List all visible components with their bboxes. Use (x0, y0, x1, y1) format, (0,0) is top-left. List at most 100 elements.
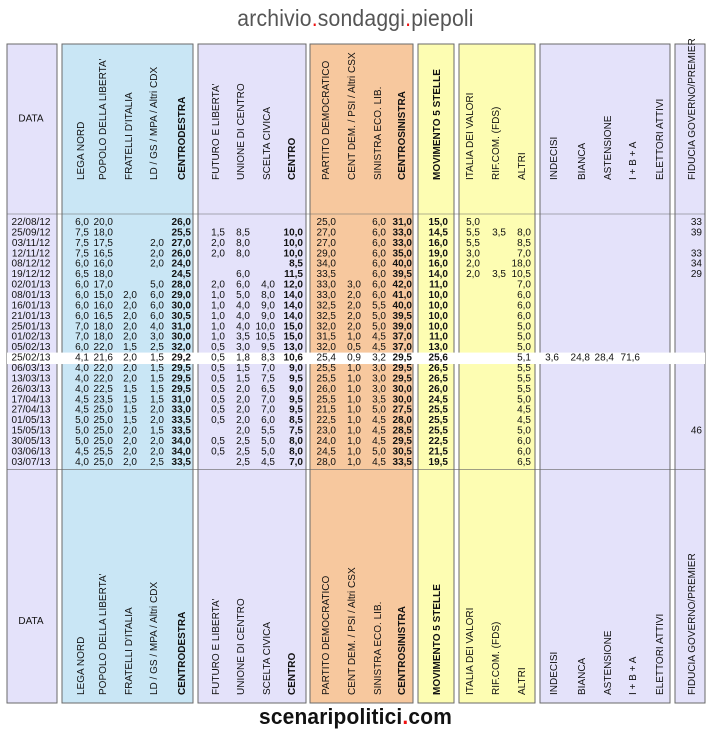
cell-r13-altri: 5,1 (517, 353, 531, 364)
cell-r11-partito-democratico: 31,5 (317, 332, 337, 343)
cell-r19-partito-democratico: 22,5 (317, 415, 337, 426)
cell-r21-partito-democratico: 24,0 (317, 436, 337, 447)
cell-r18-centrodestra: 33,0 (172, 405, 192, 416)
cell-r1-italia-dei-valori: 5,5 (466, 227, 480, 238)
cell-r8-centrosinistra: 40,0 (393, 300, 413, 311)
cell-r21-unione-di-centro: 2,5 (236, 436, 250, 447)
cell-r4-altri: 18,0 (512, 259, 532, 270)
cell-r9-centro: 14,0 (284, 311, 304, 322)
cell-r16-centro: 9,0 (289, 384, 303, 395)
cell-r15-futuro-e-liberta: 0,5 (211, 373, 225, 384)
cell-r14-ld-gs-mpa-altri-cdx: 1,5 (150, 363, 164, 374)
cell-r9-movimento-5-stelle: 10,0 (429, 311, 449, 322)
cell-r20-cent-dem-psi-altri-csx: 1,0 (347, 426, 361, 437)
cell-r8-centrodestra: 30,0 (172, 300, 192, 311)
cell-r15-centro: 9,5 (289, 373, 303, 384)
cell-r14-cent-dem-psi-altri-csx: 1,0 (347, 363, 361, 374)
cell-r11-popolo-della-liberta: 18,0 (94, 332, 114, 343)
cell-r23-fratelli-d-italia: 2,0 (123, 457, 137, 468)
cell-r2-italia-dei-valori: 5,5 (466, 238, 480, 249)
cell-r20-fiducia-governo-premier: 46 (691, 426, 703, 437)
header-label-ld-gs-mpa-altri-cdx: LD / GS / MPA / Altri CDX (149, 66, 160, 180)
title-dot-2: . (405, 5, 412, 31)
cell-r11-fratelli-d-italia: 2,0 (123, 332, 137, 343)
cell-r20-ld-gs-mpa-altri-cdx: 1,5 (150, 426, 164, 437)
cell-r7-ld-gs-mpa-altri-cdx: 6,0 (150, 290, 164, 301)
cell-r15-ld-gs-mpa-altri-cdx: 1,5 (150, 373, 164, 384)
cell-r5-sinistra-eco-lib: 6,0 (372, 269, 386, 280)
cell-r6-popolo-della-liberta: 17,0 (94, 280, 114, 291)
cell-r12-futuro-e-liberta: 0,5 (211, 342, 225, 353)
cell-r8-lega-nord: 6,0 (75, 300, 89, 311)
cell-r2-unione-di-centro: 8,0 (236, 238, 250, 249)
cell-r15-data: 13/03/13 (12, 373, 51, 384)
cell-r9-unione-di-centro: 4,0 (236, 311, 250, 322)
cell-r3-sinistra-eco-lib: 6,0 (372, 248, 386, 259)
cell-r8-centro: 14,0 (284, 300, 304, 311)
cell-r6-cent-dem-psi-altri-csx: 3,0 (347, 280, 361, 291)
footer-label-fratelli-d-italia: FRATELLI D'ITALIA (124, 607, 135, 695)
cell-r12-partito-democratico: 32,0 (317, 342, 337, 353)
cell-r7-altri: 6,0 (517, 290, 531, 301)
cell-r1-data: 25/09/12 (12, 227, 51, 238)
footer-label-lega-nord: LEGA NORD (76, 637, 87, 695)
footer-label-data: DATA (18, 616, 44, 627)
cell-r9-ld-gs-mpa-altri-cdx: 6,0 (150, 311, 164, 322)
cell-r1-lega-nord: 7,5 (75, 227, 89, 238)
footer-label-scelta-civica: SCELTA CIVICA (262, 622, 273, 695)
cell-r7-movimento-5-stelle: 10,0 (429, 290, 449, 301)
cell-r18-cent-dem-psi-altri-csx: 1,0 (347, 405, 361, 416)
cell-r16-fratelli-d-italia: 1,5 (123, 384, 137, 395)
footer-label-italia-dei-valori: ITALIA DEI VALORI (465, 608, 476, 695)
cell-r18-partito-democratico: 21,5 (317, 405, 337, 416)
cell-r19-centrodestra: 33,5 (172, 415, 192, 426)
cell-r23-ld-gs-mpa-altri-cdx: 2,5 (150, 457, 164, 468)
group-bg-fiducia (674, 43, 706, 704)
cell-r2-altri: 8,5 (517, 238, 531, 249)
cell-r22-lega-nord: 4,5 (75, 446, 89, 457)
cell-r10-scelta-civica: 10,0 (256, 321, 276, 332)
cell-r7-cent-dem-psi-altri-csx: 2,0 (347, 290, 361, 301)
cell-r14-centrodestra: 29,5 (172, 363, 192, 374)
cell-r1-altri: 8,0 (517, 227, 531, 238)
cell-r16-lega-nord: 4,0 (75, 384, 89, 395)
cell-r18-data: 27/04/13 (12, 405, 51, 416)
cell-r19-movimento-5-stelle: 25,5 (429, 415, 449, 426)
cell-r22-partito-democratico: 24,5 (317, 446, 337, 457)
cell-r6-sinistra-eco-lib: 6,0 (372, 280, 386, 291)
cell-r5-rif-com-fds: 3,5 (492, 269, 506, 280)
cell-r3-altri: 7,0 (517, 248, 531, 259)
cell-r16-futuro-e-liberta: 0,5 (211, 384, 225, 395)
cell-r3-lega-nord: 7,5 (75, 248, 89, 259)
cell-r22-centro: 8,0 (289, 446, 303, 457)
cell-r10-centrodestra: 31,0 (172, 321, 192, 332)
header-label-fiducia-governo-premier: FIDUCIA GOVERNO/PREMIER (687, 38, 698, 180)
cell-r16-popolo-della-liberta: 22,5 (94, 384, 114, 395)
cell-r9-fratelli-d-italia: 2,0 (123, 311, 137, 322)
cell-r23-popolo-della-liberta: 25,0 (94, 457, 114, 468)
cell-r18-centrosinistra: 27,5 (393, 405, 413, 416)
cell-r11-centro: 15,0 (284, 332, 304, 343)
cell-r15-unione-di-centro: 1,5 (236, 373, 250, 384)
cell-r5-lega-nord: 6,5 (75, 269, 89, 280)
cell-r14-centro: 9,0 (289, 363, 303, 374)
cell-r3-partito-democratico: 29,0 (317, 248, 337, 259)
footer-label-bianca: BIANCA (577, 657, 588, 695)
footer-label-fiducia-governo-premier: FIDUCIA GOVERNO/PREMIER (687, 553, 698, 695)
cell-r23-centrosinistra: 33,5 (393, 457, 413, 468)
cell-r10-sinistra-eco-lib: 5,0 (372, 321, 386, 332)
cell-r22-fratelli-d-italia: 2,0 (123, 446, 137, 457)
cell-r6-partito-democratico: 33,0 (317, 280, 337, 291)
cell-r19-fratelli-d-italia: 1,5 (123, 415, 137, 426)
cell-r9-cent-dem-psi-altri-csx: 2,0 (347, 311, 361, 322)
cell-r2-popolo-della-liberta: 17,5 (94, 238, 114, 249)
cell-r10-movimento-5-stelle: 10,0 (429, 321, 449, 332)
footer-label-unione-di-centro: UNIONE DI CENTRO (236, 598, 247, 695)
cell-r17-centrodestra: 31,0 (172, 394, 192, 405)
cell-r14-movimento-5-stelle: 26,5 (429, 363, 449, 374)
cell-r17-centrosinistra: 30,0 (393, 394, 413, 405)
cell-r15-fratelli-d-italia: 2,0 (123, 373, 137, 384)
cell-r7-unione-di-centro: 5,0 (236, 290, 250, 301)
cell-r0-sinistra-eco-lib: 6,0 (372, 217, 386, 228)
header-label-altri: ALTRI (517, 152, 528, 180)
